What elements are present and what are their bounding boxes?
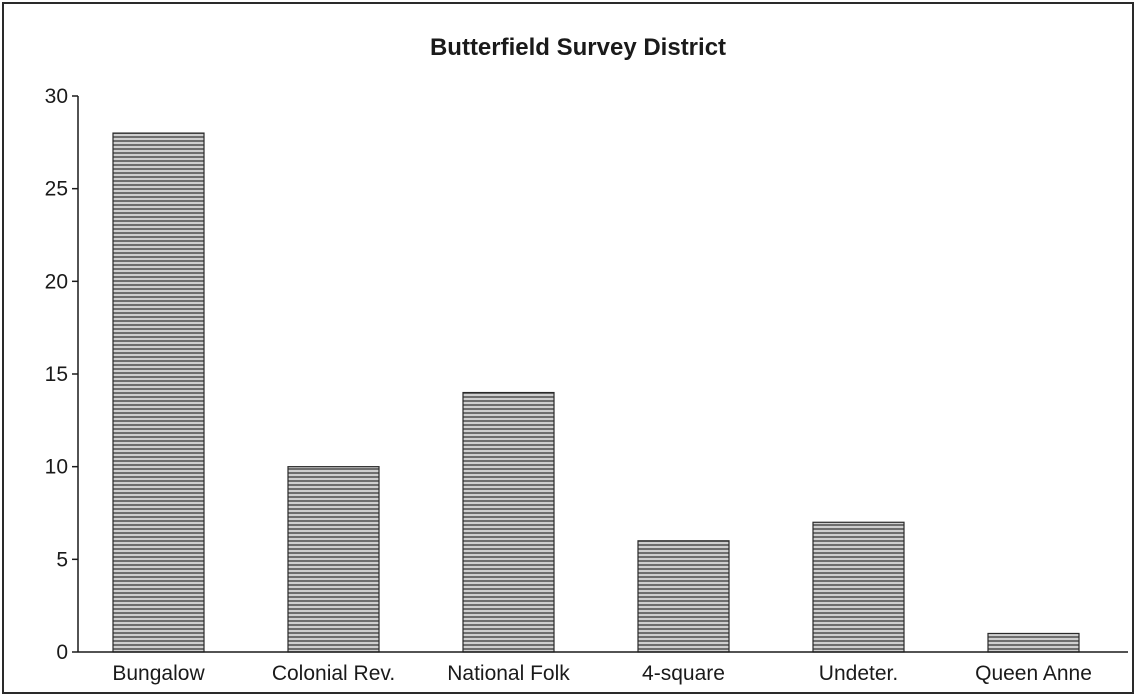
- y-tick-label: 30: [45, 85, 68, 108]
- x-axis: Bungalow Colonial Rev. National Folk 4-squa…: [78, 651, 1128, 685]
- x-tick-label: Bungalow: [112, 662, 205, 685]
- chart-title: Butterfield Survey District: [430, 34, 726, 61]
- x-tick-label: 4-square: [642, 662, 725, 685]
- bar: [637, 540, 730, 653]
- y-tick-label: 20: [45, 270, 68, 293]
- y-tick-label: 0: [56, 641, 68, 664]
- y-tick-label: 15: [45, 363, 68, 386]
- x-tick-label: Colonial Rev.: [272, 662, 395, 685]
- x-tick-label: Undeter.: [819, 662, 898, 685]
- x-tick-label: Queen Anne: [975, 662, 1092, 685]
- x-tick-label: National Folk: [447, 662, 570, 685]
- y-axis: 0 5 10 15 20 25 30: [45, 85, 79, 664]
- bar: [112, 132, 205, 653]
- y-tick-label: 25: [45, 178, 68, 201]
- bar: [287, 466, 380, 653]
- bar: [462, 391, 555, 653]
- bars: [112, 132, 1080, 653]
- bar: [987, 632, 1080, 653]
- bar: [812, 521, 905, 653]
- y-tick-label: 5: [56, 548, 68, 571]
- y-tick-label: 10: [45, 456, 68, 479]
